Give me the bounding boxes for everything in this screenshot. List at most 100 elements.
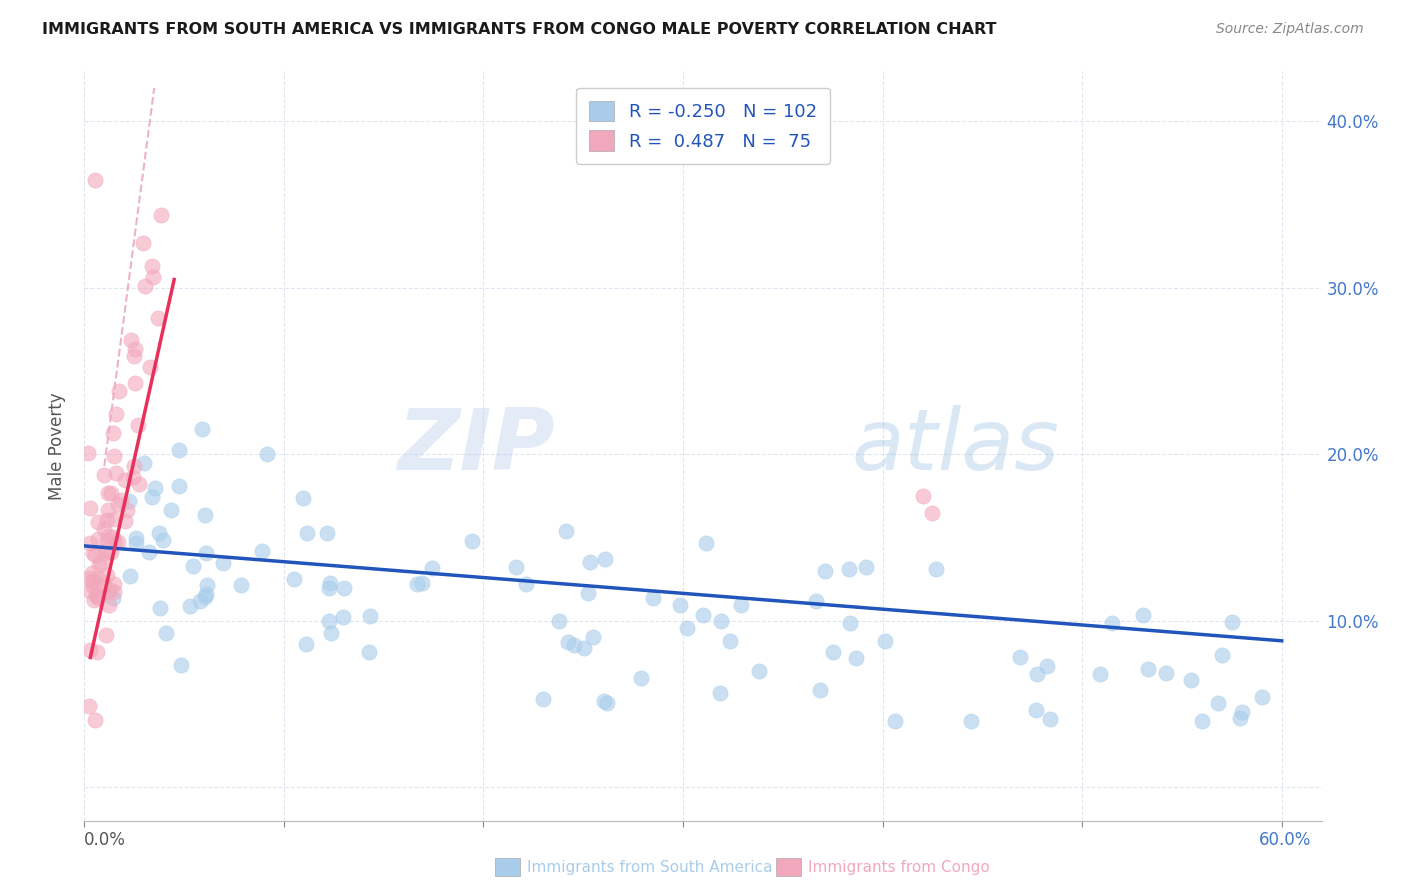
Point: [82, 574, 104, 588]
Point: [359, 608, 381, 623]
Point: [318, 582, 340, 596]
Point: [122, 470, 145, 484]
Point: [319, 576, 342, 591]
Point: [709, 686, 731, 700]
Text: IMMIGRANTS FROM SOUTH AMERICA VS IMMIGRANTS FROM CONGO MALE POVERTY CORRELATION : IMMIGRANTS FROM SOUTH AMERICA VS IMMIGRA…: [42, 22, 997, 37]
Text: ZIP: ZIP: [396, 404, 554, 488]
Point: [77, 446, 100, 460]
Text: Source: ZipAtlas.com: Source: ZipAtlas.com: [1216, 22, 1364, 37]
Point: [108, 384, 131, 398]
Point: [319, 626, 342, 640]
Point: [93, 523, 115, 537]
Point: [87, 571, 110, 585]
Point: [138, 545, 160, 559]
Point: [115, 503, 138, 517]
Point: [1008, 650, 1031, 665]
Point: [256, 447, 278, 461]
Point: [110, 492, 132, 507]
Point: [1025, 703, 1047, 717]
Point: [96, 533, 118, 548]
Point: [97, 486, 120, 500]
Point: [406, 577, 429, 591]
Point: [194, 587, 217, 601]
Point: [103, 576, 125, 591]
Point: [143, 481, 166, 495]
Legend: R = -0.250   N = 102, R =  0.487   N =  75: R = -0.250 N = 102, R = 0.487 N = 75: [576, 88, 830, 164]
Point: [197, 577, 219, 591]
Point: [1229, 711, 1251, 725]
Point: [1039, 712, 1062, 726]
Point: [97, 529, 120, 543]
Point: [814, 564, 837, 578]
Point: [107, 534, 129, 549]
Point: [93, 467, 115, 482]
Point: [231, 578, 253, 592]
Point: [118, 494, 141, 508]
Point: [676, 621, 699, 635]
Point: [107, 497, 129, 511]
Point: [959, 714, 981, 728]
Point: [155, 626, 177, 640]
Point: [84, 589, 107, 603]
Point: [120, 333, 142, 347]
Point: [562, 638, 585, 652]
Point: [643, 591, 665, 606]
Point: [79, 643, 101, 657]
Point: [252, 544, 274, 558]
Point: [94, 546, 117, 560]
Point: [576, 586, 599, 600]
Point: [103, 585, 125, 599]
Point: [194, 508, 217, 522]
Point: [1025, 667, 1047, 681]
Point: [582, 630, 605, 644]
Point: [188, 593, 211, 607]
Point: [884, 714, 907, 728]
Point: [82, 579, 104, 593]
Point: [139, 360, 162, 375]
Point: [148, 526, 170, 541]
Point: [118, 569, 141, 583]
Point: [593, 552, 616, 566]
Point: [179, 599, 201, 613]
Point: [167, 443, 190, 458]
Point: [333, 582, 356, 596]
Point: [141, 491, 163, 505]
Point: [101, 591, 124, 606]
Point: [855, 559, 877, 574]
Point: [730, 599, 752, 613]
Point: [77, 571, 100, 585]
Point: [873, 634, 896, 648]
Point: [181, 559, 204, 574]
Point: [98, 583, 121, 598]
Point: [461, 534, 484, 549]
Point: [96, 567, 118, 582]
Point: [806, 593, 828, 607]
Point: [103, 530, 125, 544]
Point: [114, 474, 136, 488]
Point: [291, 491, 314, 506]
Point: [96, 513, 118, 527]
Point: [422, 561, 444, 575]
Point: [297, 525, 319, 540]
Point: [149, 208, 172, 222]
Point: [124, 376, 146, 390]
Point: [134, 456, 156, 470]
Point: [79, 584, 101, 599]
Point: [142, 270, 165, 285]
Point: [100, 485, 122, 500]
Point: [105, 407, 128, 421]
Point: [86, 591, 108, 606]
Point: [710, 614, 733, 628]
Point: [103, 512, 125, 526]
Point: [90, 555, 112, 569]
Y-axis label: Male Poverty: Male Poverty: [48, 392, 66, 500]
Point: [82, 574, 104, 588]
Point: [596, 697, 619, 711]
Point: [104, 466, 127, 480]
Point: [668, 598, 690, 612]
Point: [1211, 648, 1233, 662]
Point: [96, 583, 118, 598]
Point: [134, 278, 156, 293]
Point: [692, 608, 714, 623]
Point: [103, 449, 125, 463]
